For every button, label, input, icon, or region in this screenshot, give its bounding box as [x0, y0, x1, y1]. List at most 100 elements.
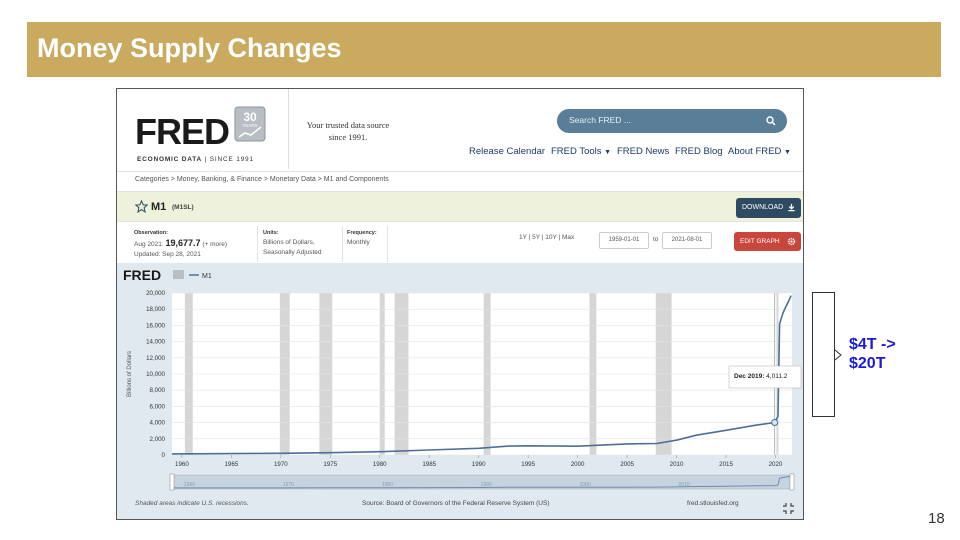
badge-number: 30 — [243, 110, 257, 124]
logo-subtitle-rest: | SINCE 1991 — [204, 156, 254, 163]
y-tick-label: 14,000 — [146, 339, 165, 346]
tooltip-label: Dec 2019: — [734, 373, 764, 380]
units-line-2: Seasonally Adjusted — [263, 249, 322, 256]
range-links[interactable]: 1Y | 5Y | 10Y | Max — [519, 234, 575, 241]
nav-release-calendar[interactable]: Release Calendar — [469, 146, 546, 157]
recession-note: Shaded areas indicate U.S. recessions. — [135, 500, 249, 507]
x-tick-label: 2015 — [719, 461, 733, 468]
x-tick-label: 1975 — [323, 461, 337, 468]
x-tick-label: 1970 — [274, 461, 288, 468]
meta-divider — [257, 226, 258, 262]
frequency-block: Frequency: Monthly — [347, 228, 377, 248]
y-tick-label: 10,000 — [146, 371, 165, 378]
slide-title-bar: Money Supply Changes — [27, 22, 941, 77]
y-axis-label: Billions of Dollars — [127, 351, 133, 397]
navigator-tick-label: 2000 — [580, 482, 591, 488]
y-tick-label: 0 — [162, 452, 166, 459]
series-line-m1 — [171, 295, 792, 455]
fullscreen-icon[interactable] — [783, 503, 794, 514]
download-button[interactable]: DOWNLOAD — [736, 198, 801, 218]
nav-about-fred-label: About FRED — [728, 146, 782, 157]
search-bar[interactable]: Search FRED ... — [557, 109, 787, 133]
x-tick-label: 1990 — [472, 461, 486, 468]
edit-graph-label: EDIT GRAPH — [740, 238, 780, 245]
slide-number: 18 — [928, 510, 945, 527]
navigator-series-line — [172, 475, 792, 489]
search-placeholder: Search FRED ... — [569, 115, 631, 125]
breadcrumb[interactable]: Categories > Money, Banking, & Finance >… — [135, 176, 389, 183]
nav-about-fred[interactable]: About FRED ▼ — [728, 146, 791, 157]
navigator-tick-label: 1990 — [481, 482, 492, 488]
edit-graph-button[interactable]: EDIT GRAPH — [734, 232, 801, 251]
x-tick-label: 1985 — [422, 461, 436, 468]
chart-logo-icon — [173, 270, 184, 279]
observation-line: Aug 2021: 19,677.7 (+ more) — [134, 238, 227, 250]
series-title-row: M1 (M1SL) DOWNLOAD — [117, 191, 803, 221]
y-tick-label: 16,000 — [146, 322, 165, 329]
gridlines — [172, 292, 792, 456]
navigator-tick-label: 2010 — [679, 482, 690, 488]
chevron-down-icon: ▼ — [604, 149, 612, 156]
navigator-right-handle — [789, 473, 795, 491]
search-icon[interactable] — [765, 115, 777, 127]
fred-logo[interactable]: FRED ECONOMIC DATA | SINCE 1991 30 YEARS — [135, 105, 271, 165]
series-meta-row: Observation: Aug 2021: 19,677.7 (+ more)… — [117, 221, 803, 263]
x-tick-label: 1995 — [521, 461, 535, 468]
date-to-label: to — [653, 236, 659, 243]
start-date-input[interactable]: 1959-01-01 — [599, 232, 649, 249]
fred-screenshot: FRED ECONOMIC DATA | SINCE 1991 30 YEARS… — [116, 88, 804, 520]
site-url: fred.stlouisfed.org — [687, 500, 739, 507]
x-tick-label: 1965 — [224, 461, 238, 468]
units-line-1: Billions of Dollars, — [263, 239, 315, 246]
meta-divider — [387, 226, 388, 262]
navigator-tick-labels: 1960 1970 1980 1990 2000 2010 — [184, 482, 690, 488]
nav-fred-blog[interactable]: FRED Blog — [675, 146, 723, 157]
m1-line-chart[interactable]: FRED M1 0 2,000 4,000 6,000 8,000 10,000 12,00… — [117, 263, 804, 520]
y-tick-label: 2,000 — [150, 436, 166, 443]
nav-fred-tools[interactable]: FRED Tools ▼ — [551, 146, 611, 157]
series-id: (M1SL) — [172, 204, 194, 211]
thirty-years-badge-icon: 30 YEARS — [234, 106, 266, 142]
annotation-bracket-box — [812, 292, 835, 417]
graph-panel: FRED M1 0 2,000 4,000 6,000 8,000 10,000 12,00… — [117, 263, 804, 520]
y-tick-label: 18,000 — [146, 306, 165, 313]
tagline-line-2: since 1991. — [328, 132, 368, 142]
star-icon[interactable] — [135, 200, 148, 213]
tooltip: Dec 2019: 4,011.2 — [728, 365, 802, 389]
end-date-input[interactable]: 2021-08-01 — [662, 232, 712, 249]
x-tick-label: 2020 — [769, 461, 783, 468]
nav-fred-tools-label: FRED Tools — [551, 146, 602, 157]
observation-label: Observation: — [134, 230, 168, 236]
annotation-text: $4T -> $20T — [849, 335, 896, 373]
meta-divider — [342, 226, 343, 262]
download-label: DOWNLOAD — [742, 204, 784, 211]
slide-title: Money Supply Changes — [37, 33, 342, 63]
frequency-value: Monthly — [347, 239, 370, 246]
source-note: Source: Board of Governors of the Federa… — [362, 500, 550, 507]
x-tick-label: 2000 — [571, 461, 585, 468]
header-divider — [288, 89, 289, 169]
y-tick-label: 12,000 — [146, 355, 165, 362]
nav-fred-news[interactable]: FRED News — [617, 146, 670, 157]
legend-label: M1 — [202, 273, 212, 280]
units-label: Units: — [263, 230, 279, 236]
y-tick-label: 4,000 — [150, 420, 166, 427]
annotation-line-1: $4T -> — [849, 336, 896, 353]
hover-point — [771, 419, 779, 427]
y-tick-labels: 0 2,000 4,000 6,000 8,000 10,000 12,000 14,000 1… — [146, 290, 165, 459]
tagline-line-1: Your trusted data source — [306, 120, 390, 130]
navigator-left-handle — [169, 473, 175, 491]
download-icon — [788, 203, 795, 212]
x-tick-label: 2005 — [620, 461, 634, 468]
y-tick-label: 8,000 — [150, 387, 166, 394]
x-tick-label: 1980 — [373, 461, 387, 468]
fred-logo-text: FRED — [135, 111, 230, 152]
x-tick-label: 1960 — [175, 461, 189, 468]
frequency-label: Frequency: — [347, 230, 377, 236]
breadcrumb-row: Categories > Money, Banking, & Finance >… — [117, 171, 803, 191]
observation-date: Aug 2021: — [134, 241, 164, 248]
observation-value: 19,677.7 — [165, 238, 201, 248]
observation-more-link[interactable]: (+ more) — [202, 241, 228, 248]
navigator-tick-label: 1980 — [382, 482, 393, 488]
annotation-arrow-icon — [834, 349, 842, 361]
